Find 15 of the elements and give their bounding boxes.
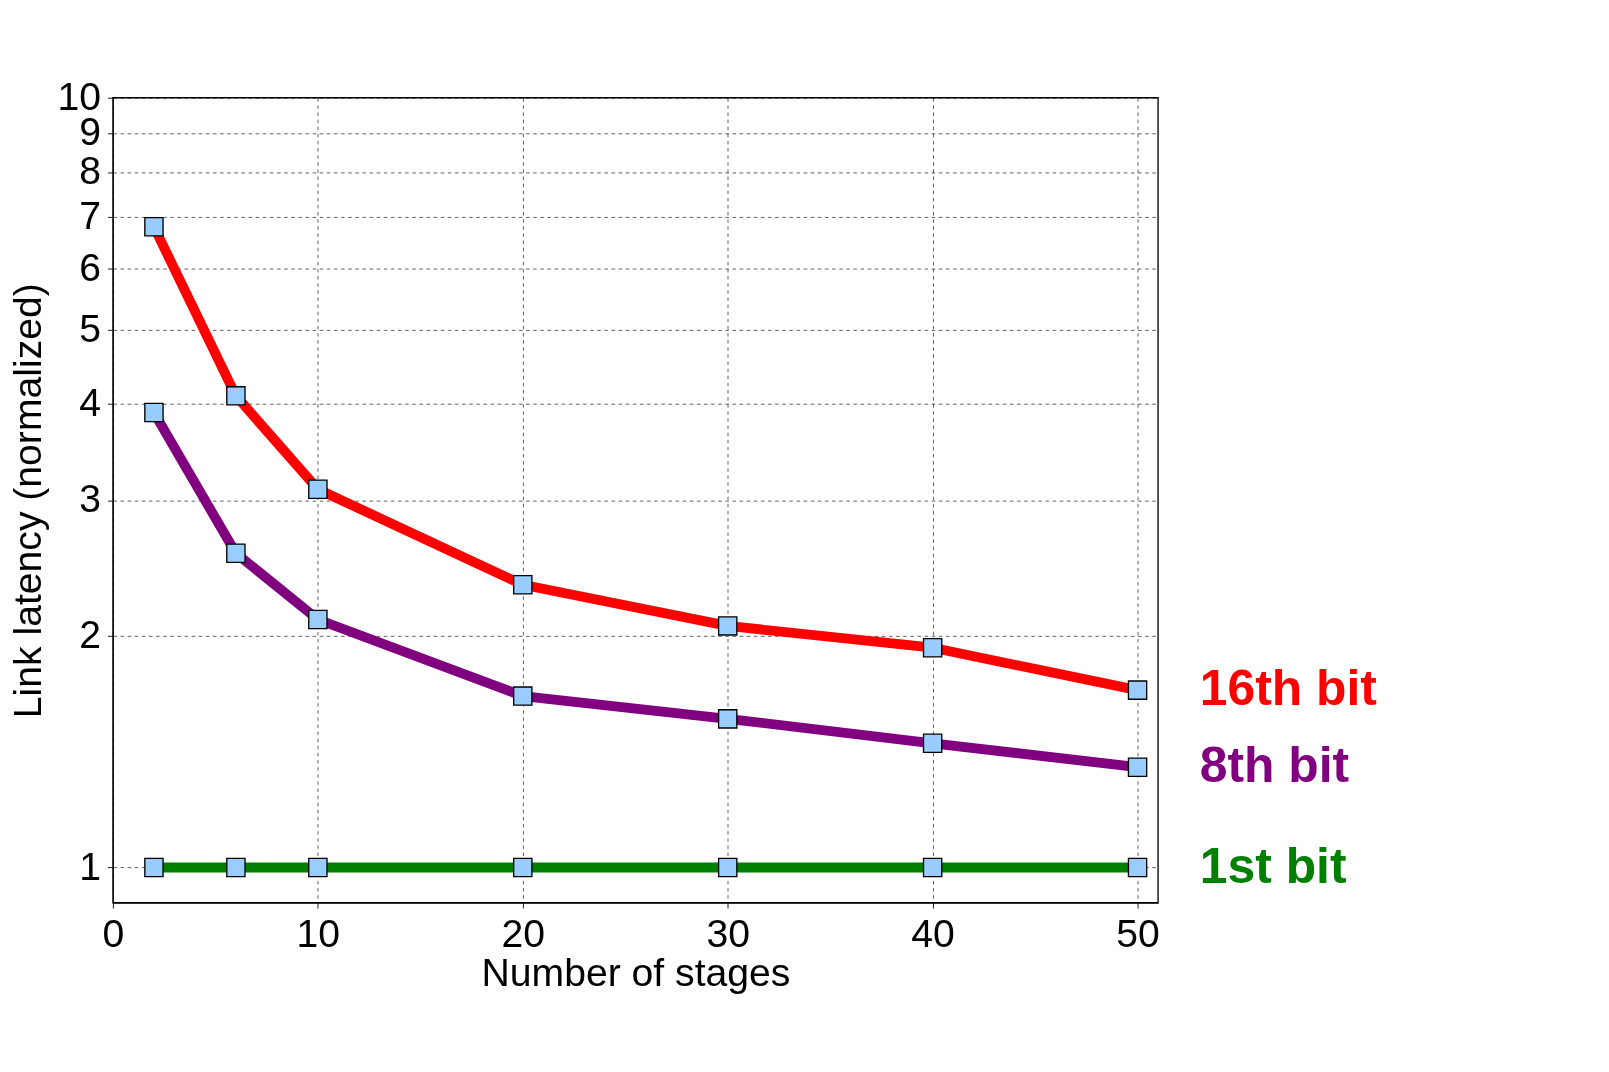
y-axis-title: Link latency (normalized) bbox=[5, 283, 49, 719]
x-tick-label: 10 bbox=[296, 911, 341, 955]
y-tick-label: 4 bbox=[79, 381, 101, 425]
y-tick-label: 5 bbox=[79, 306, 101, 350]
series-label: 1st bit bbox=[1199, 837, 1347, 894]
series-label: 16th bit bbox=[1199, 660, 1377, 717]
series-label: 8th bit bbox=[1199, 737, 1350, 794]
y-tick-label: 1 bbox=[79, 844, 101, 888]
x-tick-label: 50 bbox=[1116, 911, 1160, 955]
y-tick-label: 7 bbox=[79, 194, 101, 238]
x-tick-label: 0 bbox=[102, 911, 125, 955]
x-tick-label: 40 bbox=[911, 911, 955, 955]
y-tick-label: 3 bbox=[79, 477, 101, 521]
y-tick-label: 2 bbox=[79, 612, 101, 656]
y-tick-label: 6 bbox=[79, 245, 101, 289]
